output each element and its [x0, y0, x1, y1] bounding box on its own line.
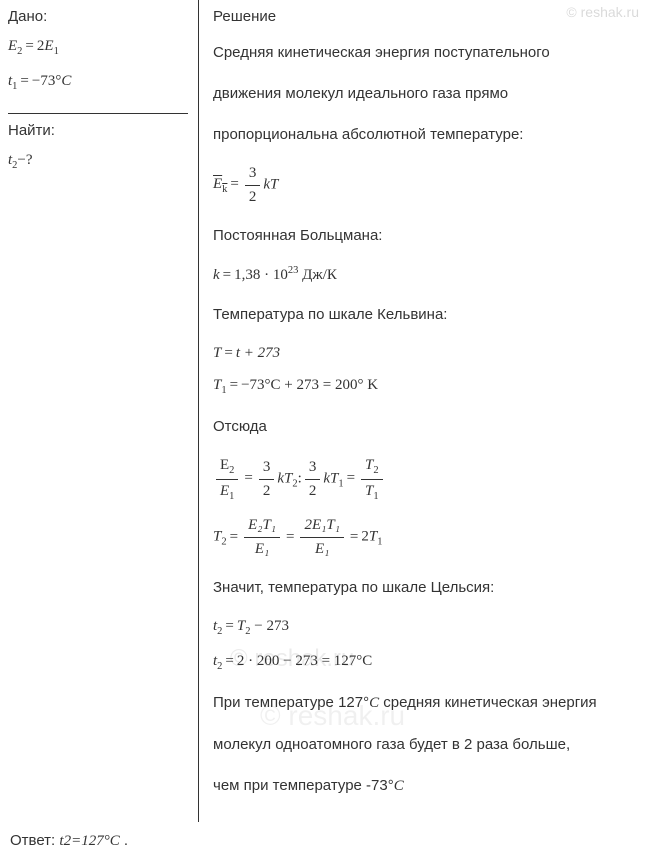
text-l8: При температуре 127°C средняя кинетическ…	[213, 689, 639, 717]
text-l1: Средняя кинетическая энергия поступатель…	[213, 39, 639, 66]
find-section: Найти: t2−?	[8, 113, 188, 174]
answer-line: Ответ: t2=127°C .	[0, 824, 649, 858]
eq-t2def: t2=T2 − 273	[213, 615, 639, 640]
given-eq2: t1=−73°C	[8, 70, 188, 95]
text-l4: Постоянная Больцмана:	[213, 222, 639, 249]
text-l2: движения молекул идеального газа прямо	[213, 80, 639, 107]
solution-title: Решение	[213, 8, 639, 25]
problem-container: Дано: E2=2E1 t1=−73°C Найти: t2−? Решени…	[0, 0, 649, 822]
eq-ek: Ek=32kT	[213, 162, 639, 208]
text-l7: Значит, температура по шкале Цельсия:	[213, 574, 639, 601]
given-eq1: E2=2E1	[8, 35, 188, 60]
text-l9: молекул одноатомного газа будет в 2 раза…	[213, 731, 639, 758]
eq-ratio: E2E1=32kT2:32kT1=T2T1	[213, 454, 639, 505]
text-l6: Отсюда	[213, 413, 639, 440]
find-expr: t2−?	[8, 149, 188, 174]
text-l3: пропорциональна абсолютной температуре:	[213, 121, 639, 148]
eq-T1: T1=−73°C + 273 = 200° K	[213, 374, 639, 399]
eq-t2num: t2=2 · 200 − 273 = 127°C	[213, 650, 639, 675]
left-column: Дано: E2=2E1 t1=−73°C Найти: t2−?	[0, 0, 198, 822]
given-label: Дано:	[8, 8, 188, 25]
given-section: Дано: E2=2E1 t1=−73°C	[8, 8, 188, 113]
solution-column: Решение Средняя кинетическая энергия пос…	[198, 0, 649, 822]
text-l10: чем при температуре -73°C	[213, 772, 639, 800]
text-l5: Температура по шкале Кельвина:	[213, 301, 639, 328]
eq-Tdef: T=t + 273	[213, 342, 639, 365]
find-label: Найти:	[8, 122, 188, 139]
eq-k: k=1,38 · 1023 Дж/К	[213, 263, 639, 287]
eq-T2: T2=E₂T₁E₁=2E₁T₁E₁=2T1	[213, 514, 639, 560]
